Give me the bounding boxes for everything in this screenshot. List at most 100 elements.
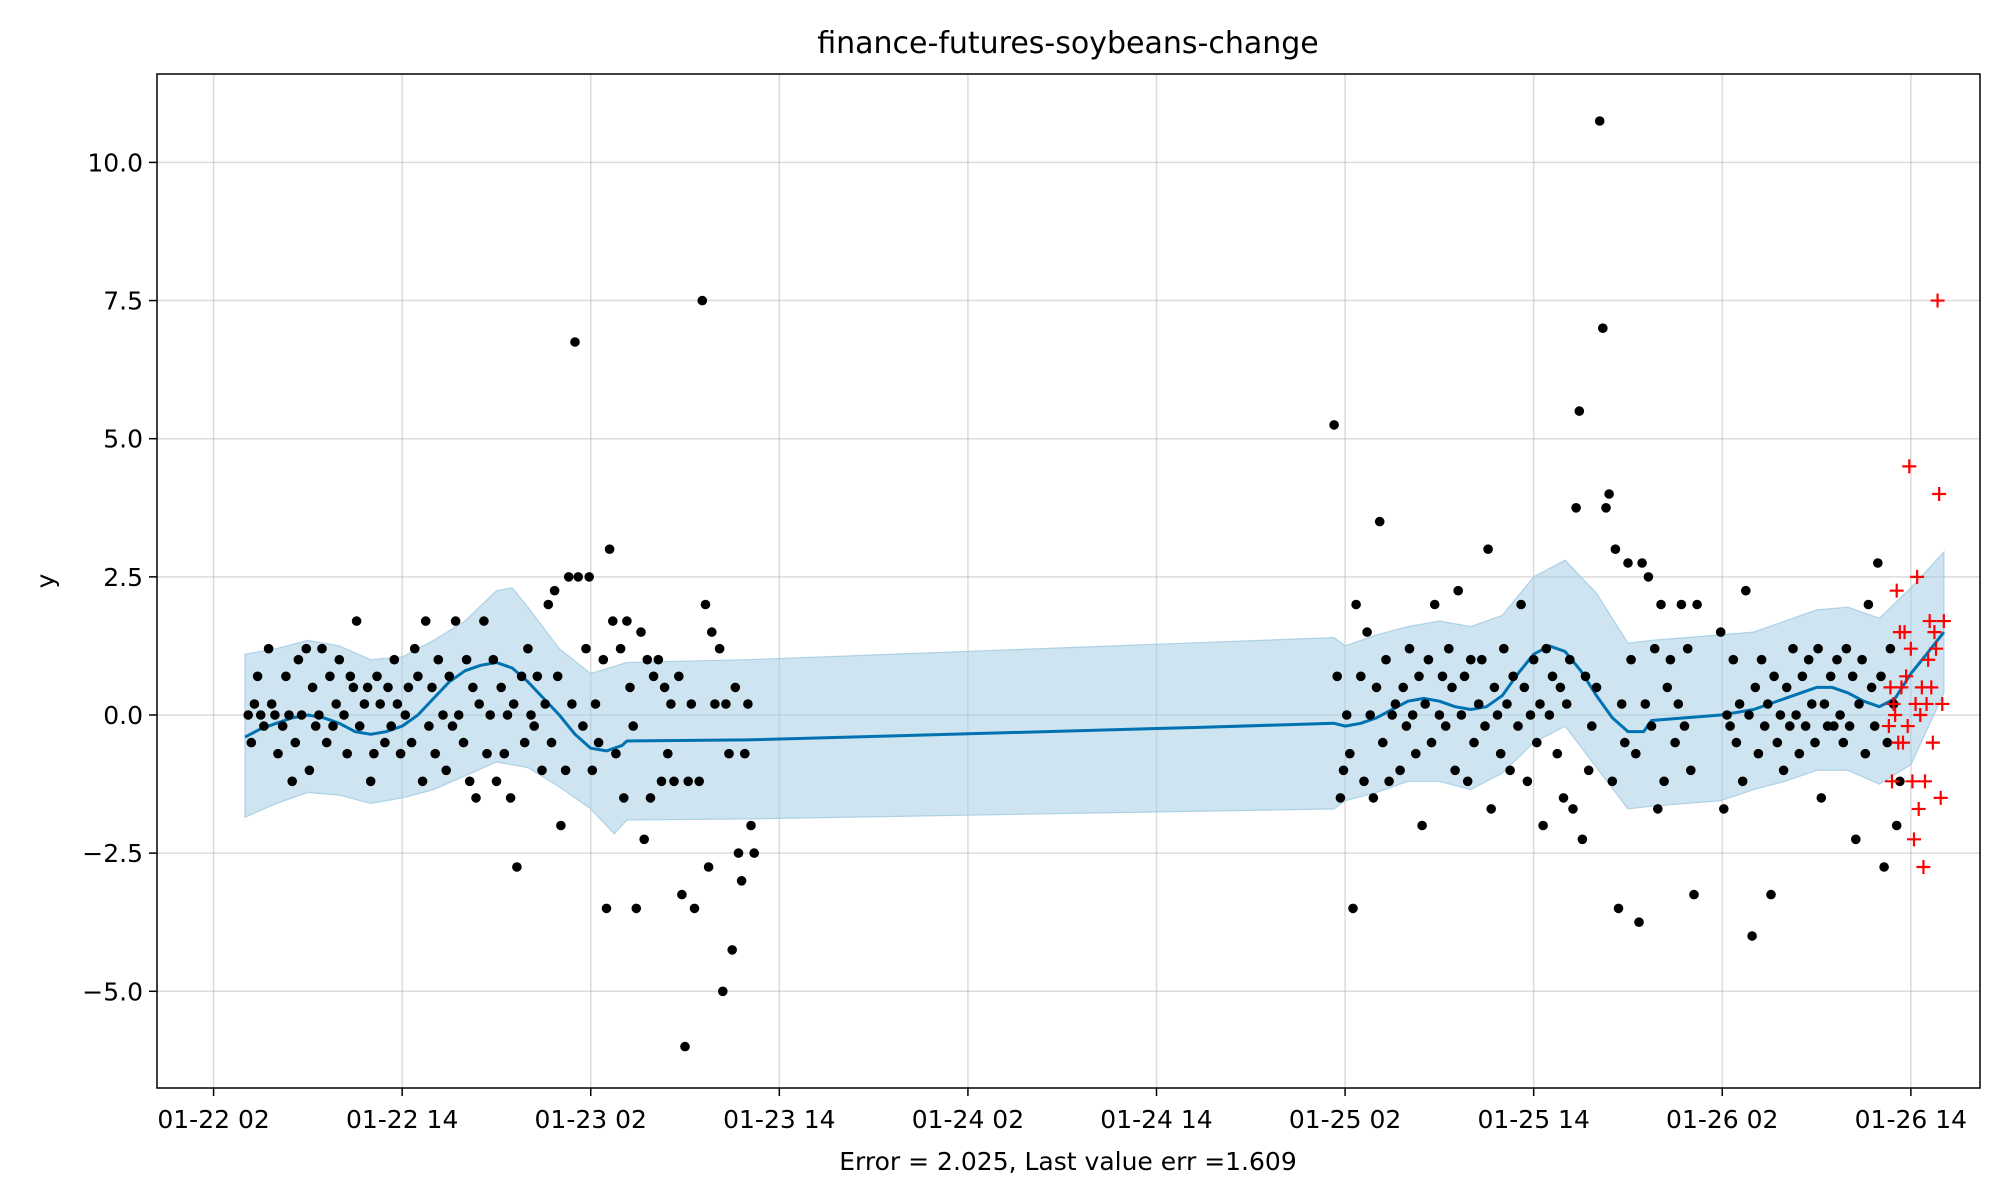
observed-point — [666, 699, 676, 709]
observed-point — [1689, 889, 1699, 900]
observed-point — [296, 710, 307, 720]
actual-point-cross — [1903, 641, 1918, 656]
observed-point — [1440, 721, 1451, 731]
observed-point — [645, 793, 656, 803]
observed-point — [1623, 558, 1633, 568]
observed-point — [1601, 503, 1611, 513]
observed-point — [325, 671, 335, 682]
observed-point — [345, 671, 356, 682]
observed-point — [1338, 765, 1349, 776]
observed-point — [380, 737, 390, 748]
observed-point — [625, 682, 635, 693]
observed-point — [1646, 721, 1657, 731]
observed-point — [1423, 654, 1434, 665]
observed-point — [362, 682, 373, 693]
actual-point-cross — [1889, 583, 1904, 598]
observed-point — [1486, 804, 1496, 814]
observed-point — [526, 710, 536, 720]
observed-point — [1719, 804, 1729, 814]
actual-point-cross — [1924, 680, 1939, 695]
observed-point — [1502, 699, 1512, 709]
observed-point — [1469, 737, 1479, 748]
observed-point — [587, 765, 598, 776]
observed-point — [1492, 710, 1503, 720]
observed-point — [430, 748, 441, 759]
observed-point — [447, 721, 458, 731]
observed-point — [301, 643, 312, 654]
observed-point — [458, 737, 469, 748]
observed-point — [1414, 671, 1424, 682]
actual-point-cross — [1895, 735, 1910, 750]
observed-point — [331, 699, 342, 709]
observed-point — [532, 671, 543, 682]
x-axis: 01-22 02 01-22 14 01-23 02 01-23 14 01-24 02… — [157, 1088, 1967, 1134]
observed-point — [615, 643, 626, 654]
observed-point — [243, 710, 253, 720]
observed-point — [1473, 699, 1484, 709]
observed-point — [496, 682, 507, 693]
observed-point — [444, 671, 455, 682]
observed-point — [694, 776, 704, 787]
observed-point — [1610, 544, 1621, 554]
observed-point — [1477, 654, 1487, 665]
observed-point — [479, 616, 489, 626]
observed-point — [663, 748, 673, 759]
observed-point — [409, 643, 420, 654]
observed-point — [424, 721, 434, 731]
observed-point — [714, 643, 725, 654]
observed-point — [1778, 765, 1789, 776]
observed-point — [1769, 671, 1779, 682]
plot-frame — [156, 73, 1981, 1089]
observed-point — [277, 721, 288, 731]
actual-point-cross — [1927, 625, 1942, 640]
observed-point — [1891, 820, 1902, 831]
observed-point — [740, 748, 750, 759]
observed-point — [736, 876, 747, 886]
actual-point-cross — [1906, 832, 1921, 847]
observed-point — [270, 710, 280, 720]
observed-point — [567, 699, 577, 709]
observed-point — [304, 765, 315, 776]
observed-point — [1365, 710, 1375, 720]
observed-point — [1555, 682, 1566, 693]
observed-point — [263, 643, 274, 654]
observed-point — [1552, 748, 1563, 759]
observed-point — [1832, 654, 1842, 665]
observed-point — [1649, 643, 1660, 654]
observed-point — [1398, 682, 1408, 693]
actual-point-cross — [1899, 669, 1914, 684]
observed-point — [1466, 654, 1476, 665]
observed-point — [1747, 931, 1757, 941]
x-axis-label: Error = 2.025, Last value err =1.609 — [839, 1147, 1296, 1176]
actual-point-cross — [1902, 459, 1917, 474]
observed-point — [622, 616, 632, 626]
observed-point — [656, 776, 667, 787]
observed-point — [1803, 654, 1814, 665]
observed-point — [284, 710, 294, 720]
observed-point — [1656, 599, 1666, 610]
observed-point — [1348, 903, 1358, 914]
observed-point — [1462, 776, 1473, 787]
observed-point — [400, 710, 411, 720]
observed-point — [703, 862, 714, 872]
observed-point — [1750, 682, 1761, 693]
observed-point — [485, 710, 496, 720]
observed-point — [1653, 804, 1663, 814]
observed-point — [674, 671, 684, 682]
observed-point — [697, 295, 708, 306]
observed-point — [1417, 820, 1427, 831]
observed-point — [1728, 654, 1739, 665]
uncertainty-band — [244, 550, 1945, 835]
observed-point — [1607, 776, 1618, 787]
observed-point — [433, 654, 444, 665]
x-tick-label: 01-24 02 — [912, 1105, 1024, 1134]
observed-point — [1508, 671, 1518, 682]
observed-point — [1429, 599, 1440, 610]
observed-point — [1378, 737, 1388, 748]
observed-point — [1785, 721, 1795, 731]
observed-point — [689, 903, 700, 914]
observed-point — [1371, 682, 1382, 693]
observed-point — [556, 820, 566, 831]
observed-point — [669, 776, 679, 787]
observed-point — [1604, 489, 1614, 499]
